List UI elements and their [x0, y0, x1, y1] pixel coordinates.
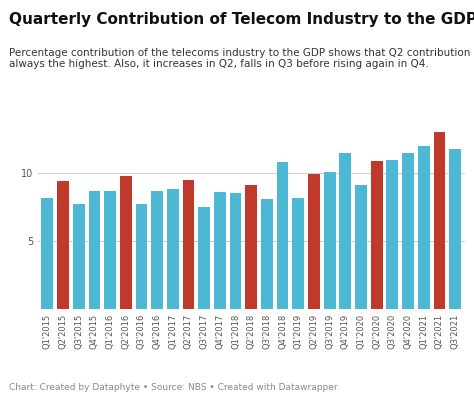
Bar [57, 181, 69, 309]
Bar [371, 161, 383, 309]
Bar [418, 146, 429, 309]
Text: Percentage contribution of the telecoms industry to the GDP shows that Q2 contri: Percentage contribution of the telecoms … [9, 48, 474, 69]
Bar [89, 191, 100, 309]
Bar [120, 176, 132, 309]
Bar [198, 207, 210, 309]
Bar [214, 192, 226, 309]
Text: Quarterly Contribution of Telecom Industry to the GDP (%): Quarterly Contribution of Telecom Indust… [9, 12, 474, 27]
Bar [292, 198, 304, 309]
Bar [402, 153, 414, 309]
Bar [73, 204, 84, 309]
Bar [308, 175, 320, 309]
Bar [230, 194, 241, 309]
Bar [386, 160, 398, 309]
Bar [136, 204, 147, 309]
Bar [355, 185, 367, 309]
Bar [246, 185, 257, 309]
Bar [434, 132, 445, 309]
Bar [182, 180, 194, 309]
Bar [104, 191, 116, 309]
Bar [167, 189, 179, 309]
Bar [449, 148, 461, 309]
Bar [277, 162, 289, 309]
Bar [151, 191, 163, 309]
Bar [261, 199, 273, 309]
Bar [324, 172, 336, 309]
Bar [339, 153, 351, 309]
Text: Chart: Created by Dataphyte • Source: NBS • Created with Datawrapper: Chart: Created by Dataphyte • Source: NB… [9, 383, 338, 392]
Bar [41, 198, 53, 309]
